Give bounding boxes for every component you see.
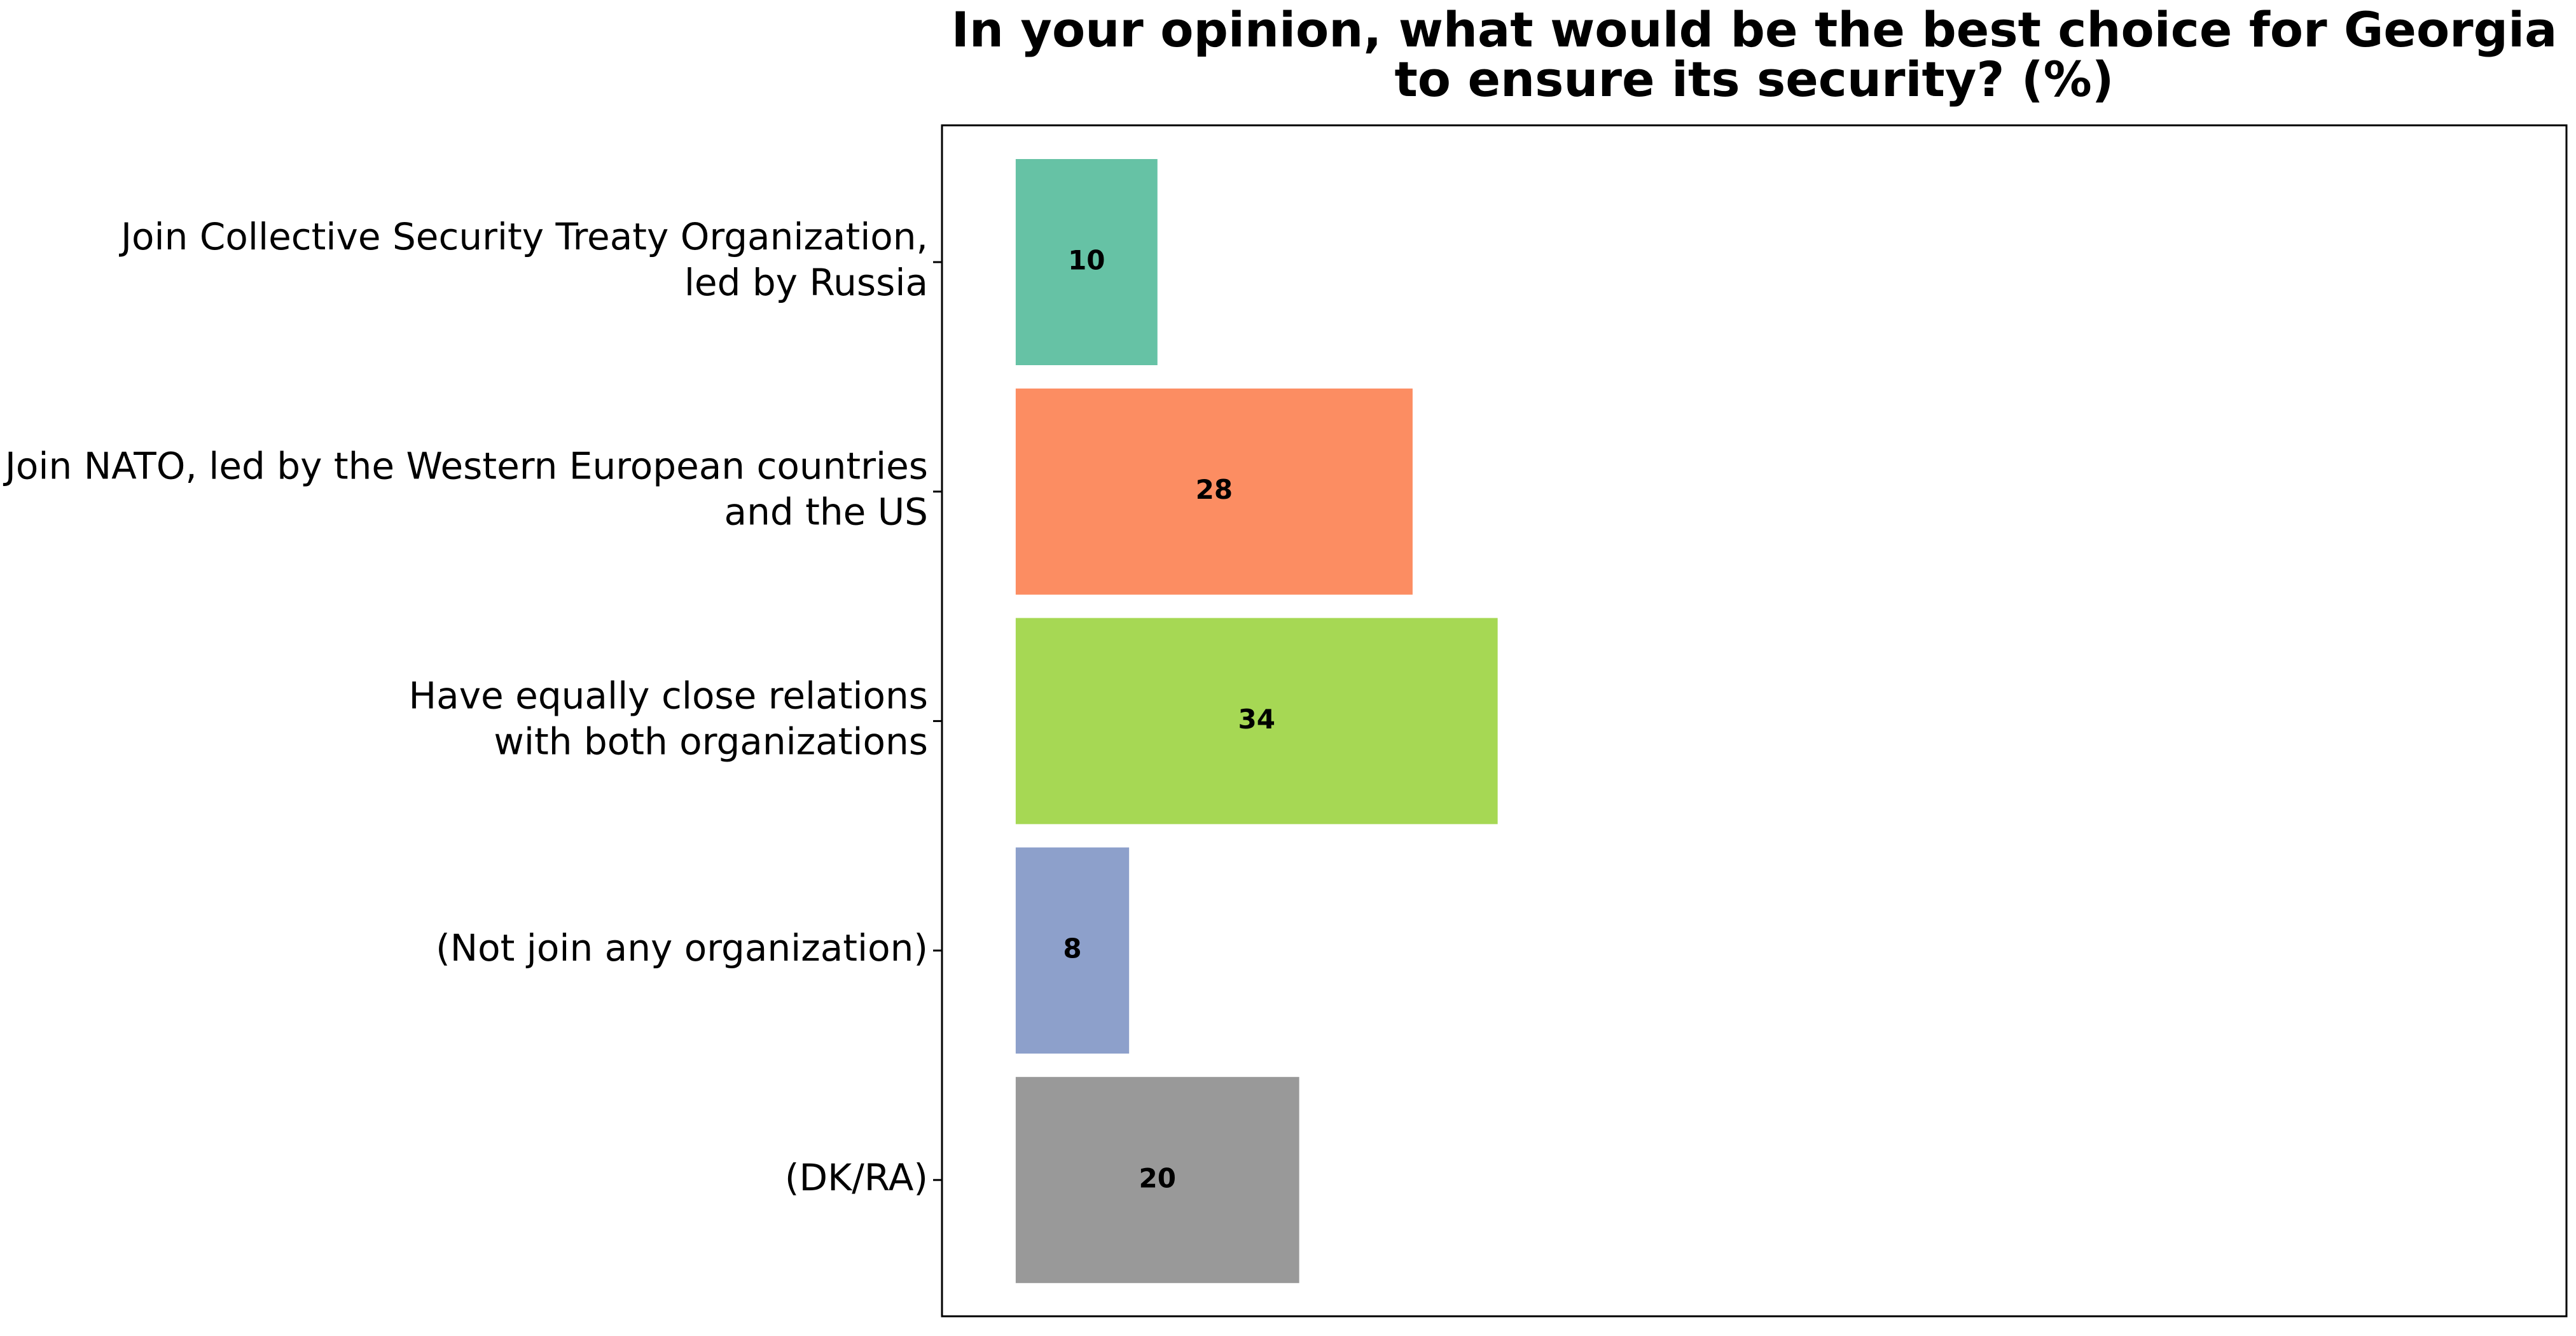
value-label: 34 (1238, 704, 1275, 735)
chart-title: In your opinion, what would be the best … (952, 1, 2558, 108)
bar (1015, 1076, 1299, 1283)
value-label: 20 (1139, 1162, 1176, 1193)
value-label: 28 (1196, 474, 1233, 505)
bar (1015, 388, 1413, 595)
bar (1015, 847, 1130, 1054)
y-tick-label: (DK/RA) (785, 1156, 928, 1199)
y-tick-label: Join Collective Security Treaty Organiza… (119, 215, 928, 304)
y-tick-label: (Not join any organization) (436, 926, 928, 970)
bar (1015, 159, 1158, 365)
y-tick-label: Have equally close relations with both or… (409, 674, 928, 763)
y-tick-label: Join NATO, led by the Western European c… (3, 445, 928, 534)
value-label: 10 (1068, 245, 1105, 276)
bar (1015, 618, 1498, 825)
value-label: 8 (1063, 933, 1081, 964)
